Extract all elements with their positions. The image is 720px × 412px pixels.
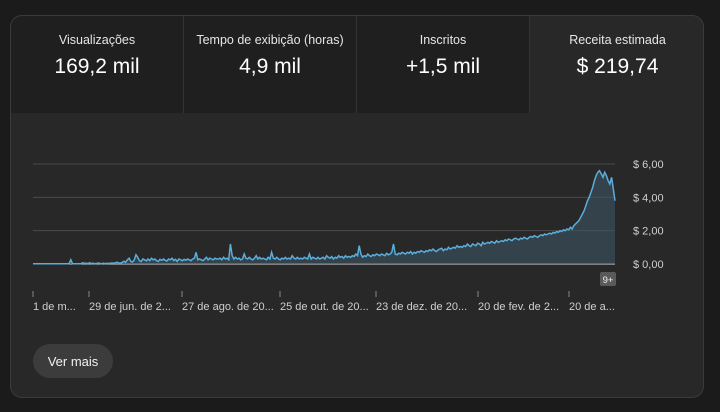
more-badge[interactable]: 9+ — [600, 272, 616, 286]
analytics-card: Visualizações 169,2 mil Tempo de exibiçã… — [10, 15, 704, 398]
see-more-button[interactable]: Ver mais — [33, 344, 113, 378]
tab-revenue-label: Receita estimada — [569, 33, 666, 47]
more-badge-bg — [600, 272, 616, 286]
tab-views-label: Visualizações — [58, 33, 136, 47]
y-tick-label: $ 6,00 — [633, 159, 664, 171]
tab-subscribers-value: +1,5 mil — [405, 55, 481, 78]
tab-watch-time[interactable]: Tempo de exibição (horas) 4,9 mil — [184, 16, 357, 113]
tab-revenue-value: $ 219,74 — [576, 55, 659, 78]
metric-tabs: Visualizações 169,2 mil Tempo de exibiçã… — [11, 16, 703, 113]
x-axis-ticks: 1 de m... 29 de jun. de 2... 27 de ago. de… — [32, 291, 615, 313]
revenue-area — [33, 170, 615, 264]
tab-watch-time-value: 4,9 mil — [239, 55, 301, 78]
tab-watch-time-label: Tempo de exibição (horas) — [196, 33, 344, 47]
y-tick-label: $ 4,00 — [633, 192, 664, 204]
tab-subscribers-label: Inscritos — [419, 33, 467, 47]
revenue-chart: $ 6,00 $ 4,00 $ 2,00 $ 0,00 1 de m... 29 de … — [32, 159, 664, 313]
tab-revenue[interactable]: Receita estimada $ 219,74 — [530, 16, 703, 113]
x-tick-label: 1 de m... — [33, 301, 76, 313]
y-axis-ticks: $ 6,00 $ 4,00 $ 2,00 $ 0,00 — [633, 159, 664, 271]
x-tick-label: 25 de out. de 20... — [280, 301, 369, 313]
x-tick-label: 29 de jun. de 2... — [89, 301, 171, 313]
tab-subscribers[interactable]: Inscritos +1,5 mil — [357, 16, 530, 113]
x-tick-label: 20 de a... — [569, 301, 615, 313]
x-tick-label: 27 de ago. de 20... — [182, 301, 274, 313]
y-tick-label: $ 0,00 — [633, 259, 664, 271]
more-badge-text: 9+ — [603, 275, 614, 286]
tab-views[interactable]: Visualizações 169,2 mil — [11, 16, 184, 113]
tab-views-value: 169,2 mil — [54, 55, 140, 78]
revenue-line — [33, 169, 616, 265]
y-tick-label: $ 2,00 — [633, 226, 664, 238]
x-tick-label: 20 de fev. de 2... — [478, 301, 559, 313]
x-tick-label: 23 de dez. de 20... — [376, 301, 467, 313]
